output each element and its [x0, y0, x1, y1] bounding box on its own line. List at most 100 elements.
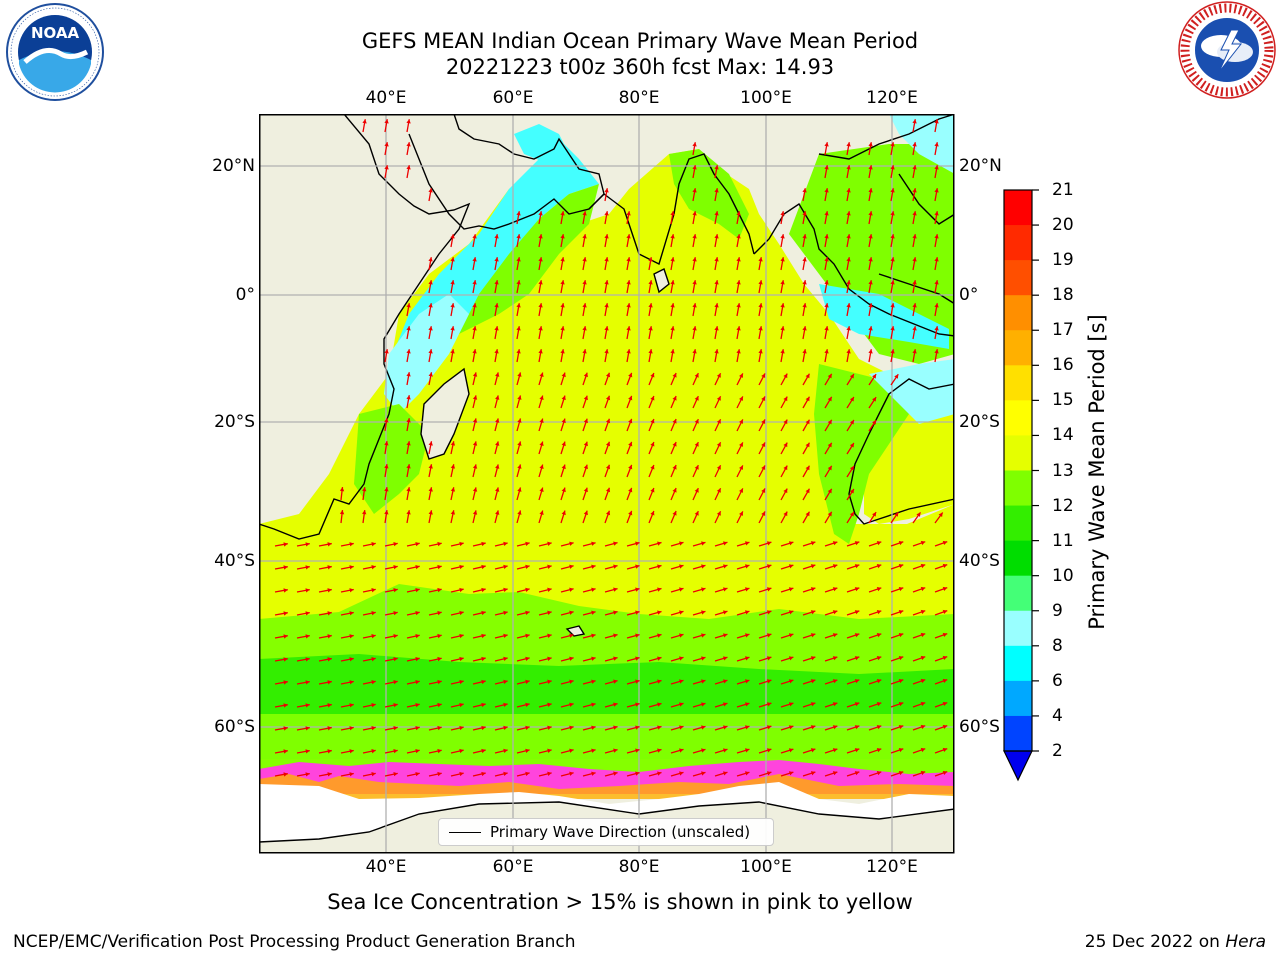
direction-arrow-head: [327, 772, 332, 777]
lat-tick-left-20n: 20°N: [212, 156, 255, 176]
direction-arrow-head: [613, 702, 618, 707]
lon-tick-top-80e: 80°E: [618, 88, 660, 108]
direction-arrow-head: [283, 542, 288, 547]
direction-arrow-head: [569, 587, 574, 592]
direction-arrow-head: [481, 610, 486, 616]
direction-arrow-head: [538, 280, 543, 285]
direction-arrow-head: [503, 610, 508, 616]
direction-arrow-head: [305, 749, 310, 754]
colorbar-tick-label: 18: [1052, 285, 1074, 306]
direction-arrow-head: [560, 303, 565, 308]
direction-arrow-head: [701, 725, 706, 730]
direction-arrow-head: [679, 564, 684, 569]
direction-arrow-head: [495, 372, 500, 377]
direction-arrow-head: [780, 211, 785, 216]
direction-arrow-head: [692, 165, 697, 170]
direction-arrow-head: [872, 420, 877, 425]
direction-arrow-head: [650, 464, 655, 470]
direction-arrow-head: [849, 396, 854, 402]
direction-arrow-head: [582, 326, 587, 331]
lon-tick-top-100e: 100°E: [740, 88, 792, 108]
direction-arrow-head: [371, 565, 376, 570]
direction-arrow-head: [415, 748, 420, 754]
direction-arrow-head: [437, 656, 442, 662]
direction-arrow-head: [701, 587, 706, 592]
direction-arrow-head: [604, 303, 609, 308]
direction-arrow-head: [472, 234, 477, 239]
direction-arrow-head: [934, 234, 939, 239]
direction-arrow-head: [846, 211, 851, 216]
direction-arrow-head: [849, 511, 854, 517]
direction-arrow-head: [679, 633, 684, 638]
direction-arrow-head: [393, 588, 398, 593]
direction-arrow-head: [626, 234, 631, 239]
coastlines: [259, 114, 954, 843]
direction-arrow-head: [384, 441, 389, 446]
direction-arrow-head: [894, 512, 899, 517]
direction-arrow-head: [305, 726, 310, 731]
direction-arrow-head: [788, 587, 794, 592]
direction-arrow-head: [739, 419, 743, 424]
direction-arrow-head: [723, 564, 728, 569]
direction-arrow-head: [547, 656, 552, 661]
direction-arrow-head: [628, 418, 633, 424]
direction-arrow-head: [912, 280, 917, 285]
direction-arrow-head: [744, 564, 750, 569]
direction-arrow-head: [305, 588, 310, 593]
direction-arrow-head: [920, 609, 926, 615]
direction-arrow-head: [635, 541, 640, 546]
direction-arrow-head: [613, 541, 618, 546]
direction-arrow-head: [761, 373, 766, 379]
direction-arrow-head: [766, 564, 772, 569]
direction-arrow-head: [832, 771, 838, 776]
direction-arrow-head: [283, 657, 288, 662]
direction-arrow-head: [679, 748, 684, 753]
direction-arrow-head: [459, 771, 464, 777]
direction-arrow-head: [805, 511, 810, 517]
direction-arrow-head: [539, 464, 544, 469]
direction-arrow-head: [582, 280, 587, 285]
direction-arrow-head: [701, 679, 706, 684]
direction-arrow-head: [942, 655, 948, 661]
direction-arrow-head: [854, 679, 860, 684]
direction-arrow-head: [648, 280, 653, 285]
green-band-60s: [259, 714, 954, 759]
direction-arrow-head: [604, 280, 609, 285]
direction-arrow-head: [872, 374, 877, 379]
colorbar-tick-label: 10: [1052, 565, 1074, 586]
direction-arrow-head: [516, 349, 521, 354]
direction-arrow-head: [805, 442, 810, 448]
direction-arrow-head: [650, 441, 655, 447]
direction-arrow-head: [849, 419, 854, 425]
direction-arrow-head: [626, 349, 631, 354]
direction-arrow-head: [736, 280, 741, 285]
direction-arrow-head: [876, 771, 882, 776]
direction-arrow-head: [876, 633, 882, 638]
direction-arrow-head: [657, 633, 662, 638]
direction-arrow-head: [437, 541, 442, 547]
direction-arrow-head: [657, 587, 662, 592]
direction-arrow-head: [744, 748, 750, 753]
direction-arrow-head: [802, 280, 807, 285]
direction-arrow-head: [934, 349, 939, 354]
direction-arrow-head: [517, 395, 522, 400]
direction-arrow-head: [758, 326, 763, 331]
direction-arrow-head: [384, 142, 389, 147]
direction-arrow-head: [650, 510, 655, 516]
direction-arrow-head: [327, 680, 332, 685]
direction-arrow-head: [283, 749, 288, 754]
direction-arrow-head: [481, 633, 486, 639]
direction-arrow-head: [898, 655, 904, 661]
direction-arrow-head: [450, 234, 455, 239]
direction-arrow-head: [539, 441, 544, 446]
direction-arrow-head: [934, 119, 939, 124]
direction-arrow-head: [591, 771, 596, 776]
direction-arrow-head: [384, 418, 389, 423]
direction-arrow-head: [766, 587, 772, 592]
direction-arrow-head: [362, 510, 367, 515]
direction-arrow-head: [628, 372, 633, 378]
direction-arrow-head: [583, 372, 588, 378]
direction-arrow-head: [701, 771, 706, 776]
direction-arrow-head: [934, 142, 939, 147]
direction-arrow-head: [723, 633, 728, 638]
